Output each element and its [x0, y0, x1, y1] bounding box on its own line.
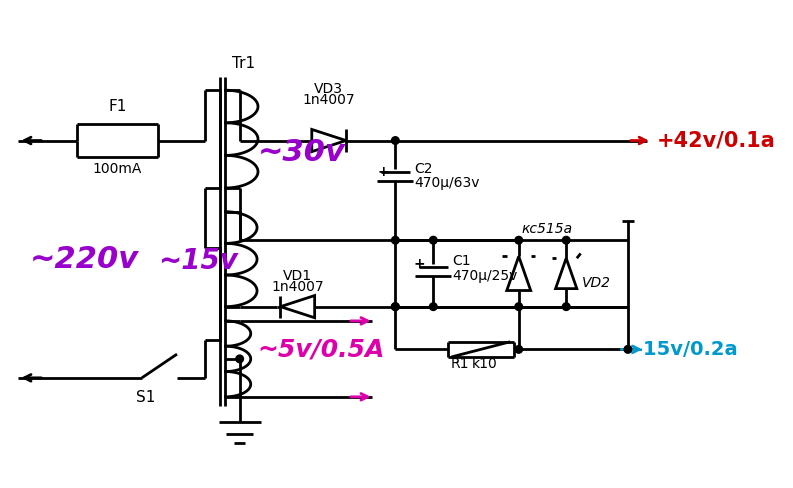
- Text: -15v/0.2a: -15v/0.2a: [635, 340, 738, 359]
- Text: +42v/0.1a: +42v/0.1a: [657, 130, 775, 150]
- Circle shape: [236, 355, 243, 363]
- Text: 1n4007: 1n4007: [303, 93, 355, 107]
- Text: 470μ/25v: 470μ/25v: [452, 269, 518, 283]
- Text: 470μ/63v: 470μ/63v: [414, 176, 480, 190]
- Text: VD2: VD2: [582, 276, 611, 290]
- Text: кc515a: кc515a: [522, 222, 573, 236]
- Circle shape: [392, 236, 399, 244]
- Text: k10: k10: [471, 357, 497, 370]
- Text: +: +: [413, 257, 425, 271]
- Text: R1: R1: [450, 357, 469, 370]
- Circle shape: [515, 236, 523, 244]
- Circle shape: [392, 303, 399, 310]
- Text: F1: F1: [108, 99, 126, 114]
- Text: S1: S1: [136, 390, 155, 405]
- Circle shape: [624, 346, 632, 353]
- Circle shape: [392, 303, 399, 310]
- Circle shape: [430, 236, 437, 244]
- Text: 100mA: 100mA: [93, 163, 142, 176]
- Text: C1: C1: [452, 254, 471, 268]
- Text: +: +: [377, 165, 389, 179]
- Circle shape: [515, 346, 523, 353]
- Text: VD1: VD1: [283, 269, 312, 283]
- Circle shape: [430, 303, 437, 310]
- Text: ~15v: ~15v: [158, 247, 238, 275]
- Text: ~30v: ~30v: [258, 139, 346, 167]
- Circle shape: [392, 137, 399, 144]
- Circle shape: [562, 236, 570, 244]
- Text: 1n4007: 1n4007: [271, 280, 324, 294]
- Text: ~220v: ~220v: [30, 244, 139, 274]
- Text: ~5v/0.5A: ~5v/0.5A: [258, 337, 385, 362]
- Text: VD3: VD3: [314, 82, 343, 96]
- Circle shape: [515, 303, 523, 310]
- Text: Tr1: Tr1: [232, 56, 255, 71]
- Circle shape: [562, 303, 570, 310]
- Text: C2: C2: [414, 162, 433, 176]
